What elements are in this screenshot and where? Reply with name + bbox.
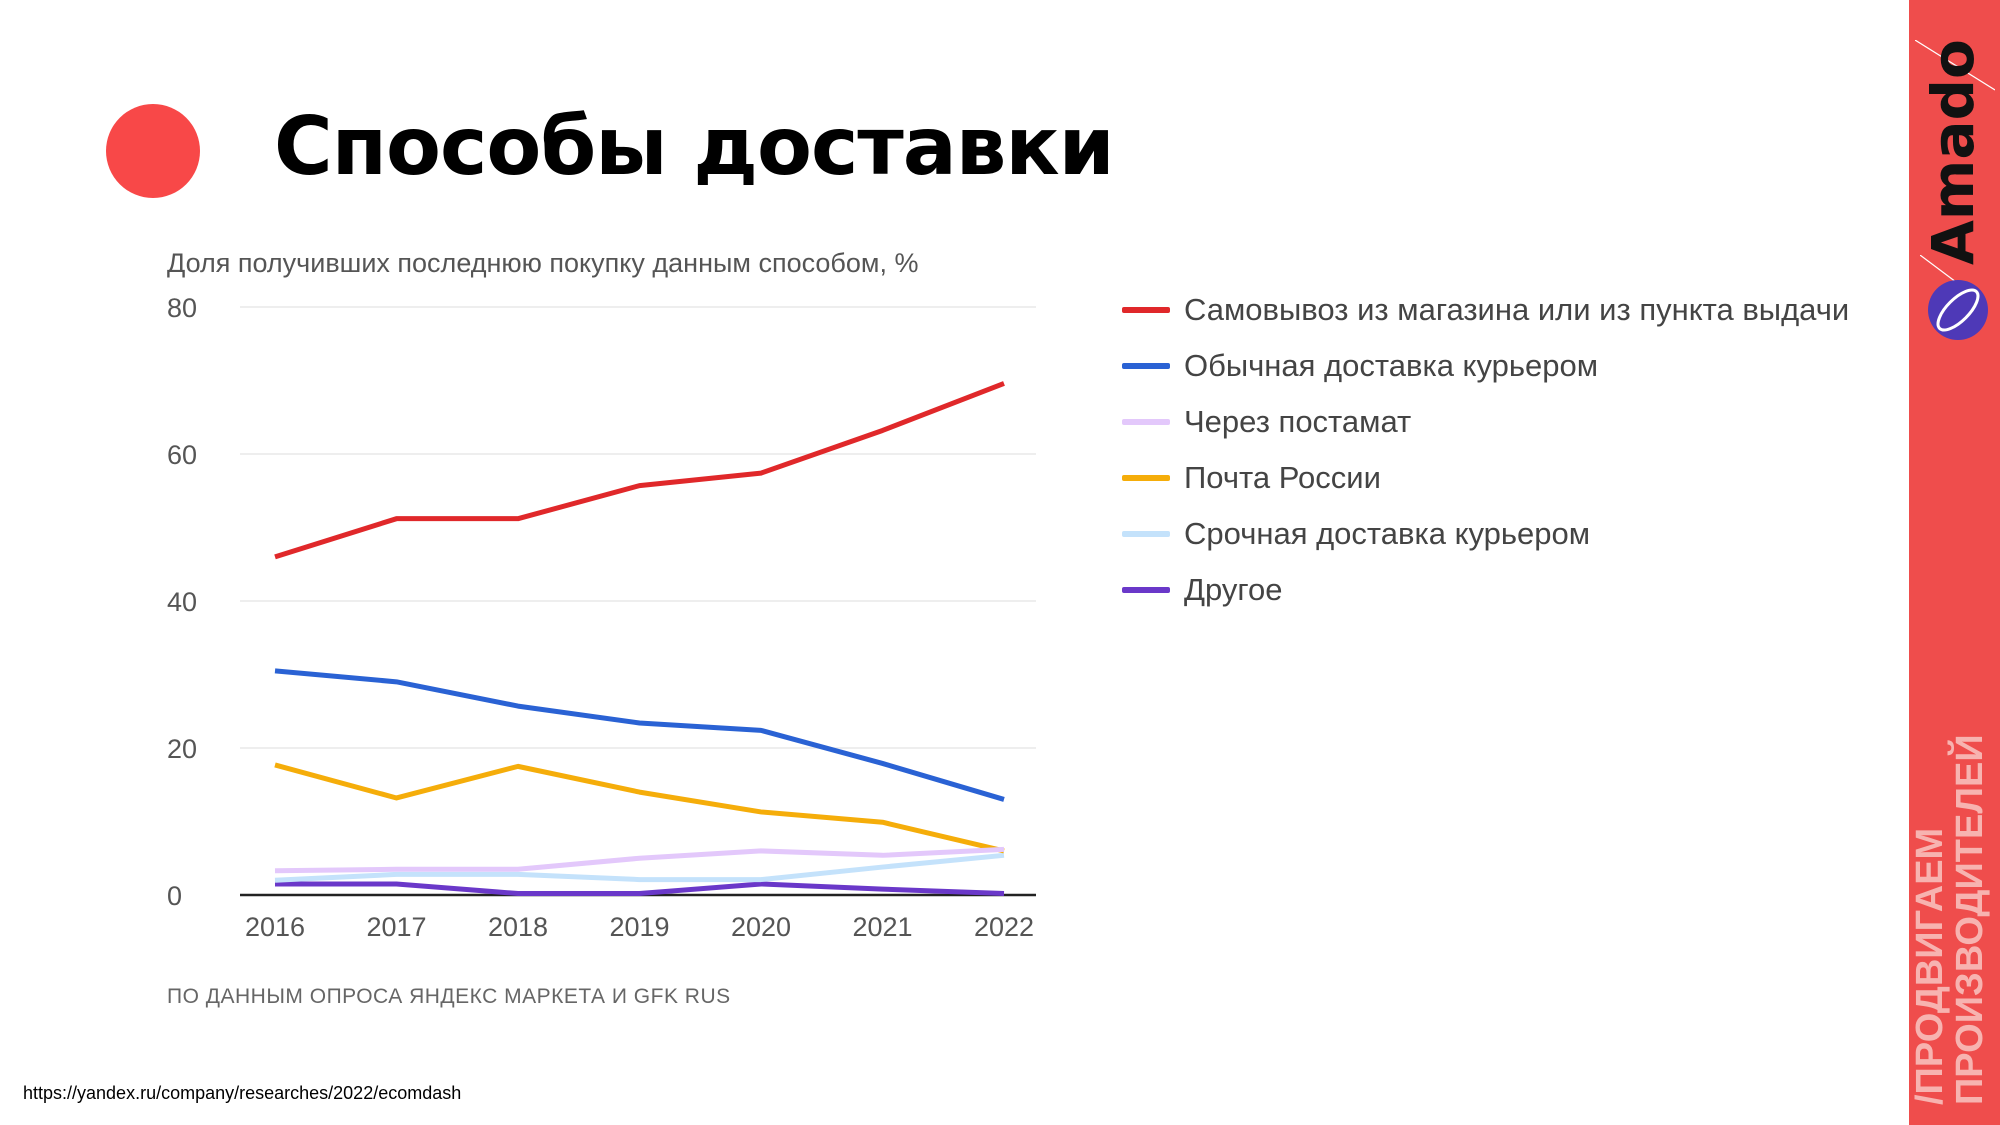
legend-swatch: [1122, 475, 1170, 481]
line-chart: 0 20 40 60 80 2016 2017 2018 2019 2020 2021 2022: [167, 293, 1036, 942]
legend-swatch: [1122, 587, 1170, 593]
y-tick-label: 40: [167, 587, 197, 617]
legend-label: Обычная доставка курьером: [1184, 348, 1599, 383]
y-tick-label: 0: [167, 881, 182, 911]
y-tick-label: 60: [167, 440, 197, 470]
legend-label: Самовывоз из магазина или из пункта выда…: [1184, 292, 1850, 327]
legend-item: Обычная доставка курьером: [1122, 338, 1849, 394]
chart-title: Доля получивших последнюю покупку данным…: [167, 248, 919, 278]
legend-item: Другое: [1122, 562, 1849, 618]
page-title: Способы доставки: [274, 100, 1115, 193]
series-line: [274, 668, 1005, 802]
legend-swatch: [1122, 363, 1170, 369]
legend-label: Другое: [1184, 572, 1283, 607]
legend-item: Срочная доставка курьером: [1122, 506, 1849, 562]
slogan-line-2: ПРОИЗВОДИТЕЛЕЙ: [1949, 734, 1991, 1105]
legend-label: Почта России: [1184, 460, 1381, 495]
legend-item: Почта России: [1122, 450, 1849, 506]
legend-item: Через постамат: [1122, 394, 1849, 450]
y-tick-label: 80: [167, 293, 197, 323]
chart-source: ПО ДАННЫМ ОПРОСА ЯНДЕКС МАРКЕТА И GFK RU…: [167, 985, 731, 1008]
x-tick-label: 2020: [731, 912, 791, 942]
series-line: [274, 381, 1005, 560]
y-tick-label: 20: [167, 734, 197, 764]
slogan-line-1: /ПРОДВИГАЕМ: [1909, 827, 1951, 1105]
series-line: [275, 881, 1005, 897]
x-tick-label: 2022: [974, 912, 1034, 942]
source-url[interactable]: https://yandex.ru/company/researches/202…: [23, 1083, 462, 1103]
x-tick-label: 2016: [245, 912, 305, 942]
legend-swatch: [1122, 531, 1170, 537]
brand-name: Amado: [1919, 40, 1987, 265]
amado-logo: Amado: [1915, 40, 1995, 265]
chart-legend: Самовывоз из магазина или из пункта выда…: [1122, 282, 1849, 618]
legend-item: Самовывоз из магазина или из пункта выда…: [1122, 282, 1849, 338]
x-tick-label: 2019: [609, 912, 669, 942]
legend-label: Через постамат: [1184, 404, 1412, 439]
series-line: [274, 852, 1005, 883]
series-line: [274, 846, 1005, 874]
legend-swatch: [1122, 307, 1170, 313]
legend-label: Срочная доставка курьером: [1184, 516, 1591, 551]
slogan: /ПРОДВИГАЕМ ПРОИЗВОДИТЕЛЕЙ: [1909, 734, 1991, 1105]
x-tick-label: 2017: [366, 912, 426, 942]
legend-swatch: [1122, 419, 1170, 425]
x-tick-label: 2021: [852, 912, 912, 942]
brand-sidebar: [1909, 0, 2000, 1125]
series-line: [274, 762, 1005, 854]
title-bullet: [106, 104, 200, 198]
x-tick-label: 2018: [488, 912, 548, 942]
amado-emblem-icon: [1920, 255, 1988, 340]
